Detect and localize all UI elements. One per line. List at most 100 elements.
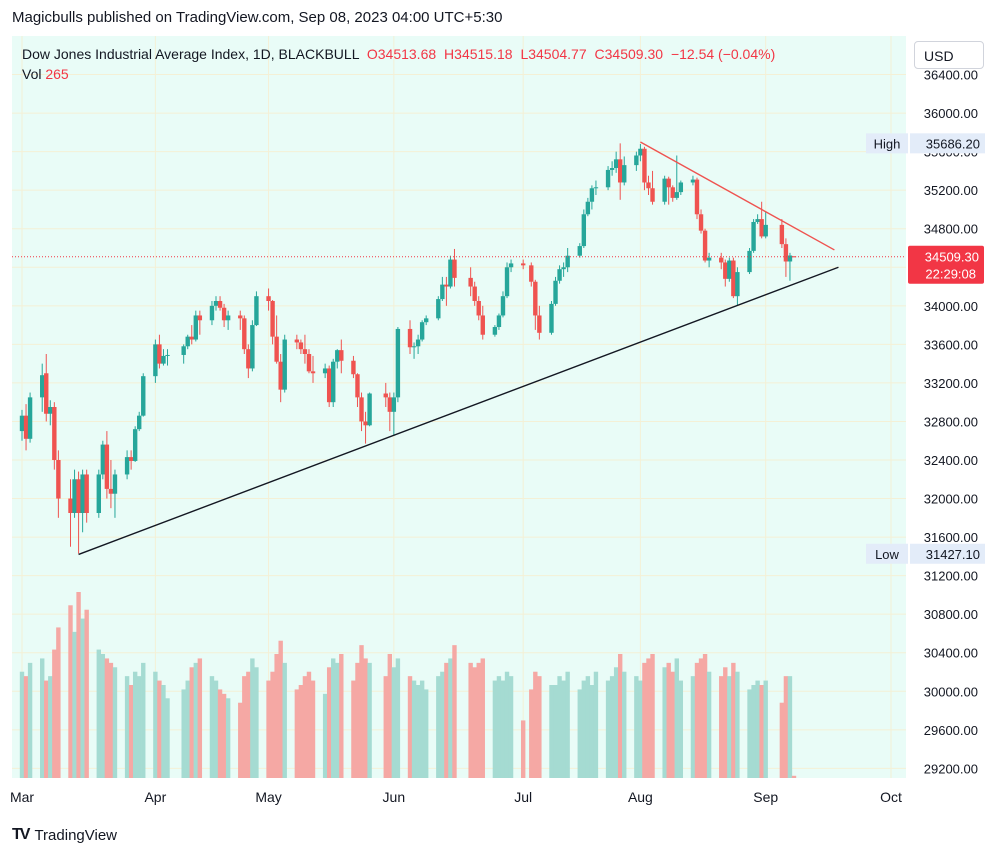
volume-bar <box>128 685 134 778</box>
candle-body <box>492 327 498 335</box>
volume-bar <box>549 685 554 778</box>
volume-bar <box>52 649 57 778</box>
volume-bar <box>492 680 498 778</box>
candle-body <box>270 301 275 337</box>
y-tick-label: 30000.00 <box>924 684 978 699</box>
volume-bar <box>609 676 615 778</box>
volume-bar <box>351 680 356 778</box>
candle-body <box>617 159 623 183</box>
volume-bar <box>634 676 639 778</box>
volume-bar <box>727 676 732 778</box>
currency-button[interactable]: USD <box>914 41 984 69</box>
volume-bar <box>209 676 215 778</box>
y-tick-label: 29200.00 <box>924 761 978 776</box>
volume-bar <box>108 662 114 778</box>
candle-body <box>581 214 587 247</box>
volume-bar <box>537 676 542 778</box>
volume-value: 265 <box>45 66 69 82</box>
candle-body <box>698 214 704 231</box>
candle-body <box>84 474 89 513</box>
candle-body <box>452 259 457 278</box>
volume-bar <box>613 667 619 778</box>
candle-body <box>363 421 368 426</box>
volume-bar <box>387 654 393 778</box>
volume-bar <box>411 680 417 778</box>
tradingview-logo-icon: TV <box>12 826 31 843</box>
y-tick-label: 32400.00 <box>924 453 978 468</box>
candle-body <box>44 373 49 414</box>
candle-body <box>335 350 340 362</box>
trendlines[interactable] <box>78 141 839 556</box>
volume-bar <box>444 662 449 778</box>
volume-bar <box>646 658 651 778</box>
candle-body <box>72 479 77 513</box>
candle-body <box>448 259 453 287</box>
volume-bar <box>44 680 49 778</box>
price-scale[interactable] <box>906 36 993 778</box>
volume-bar <box>278 640 283 778</box>
volume-bar <box>783 676 789 778</box>
volume-bar <box>306 671 312 778</box>
candle-body <box>468 277 473 287</box>
candle-body <box>367 393 372 426</box>
volume-bar <box>322 693 328 778</box>
volume-bar <box>193 662 198 778</box>
candle-body <box>650 188 655 202</box>
footer-brand[interactable]: TV TradingView <box>12 826 117 844</box>
volume-bar <box>27 662 33 778</box>
y-tick-label: 34800.00 <box>924 222 978 237</box>
chart-pane[interactable] <box>12 36 906 778</box>
candle-body <box>557 269 562 281</box>
volume-bar <box>181 689 186 778</box>
candle-body <box>719 257 724 263</box>
volume-bar <box>23 676 29 778</box>
volume-bar <box>650 654 655 778</box>
volume-bar <box>100 654 106 778</box>
candle-body <box>112 474 118 494</box>
candle-body <box>326 368 332 403</box>
volume-bars <box>19 592 797 778</box>
volume-bar <box>589 685 595 778</box>
volume-bar <box>638 680 643 778</box>
candle-body <box>577 246 582 256</box>
candle-body <box>274 336 279 362</box>
volume-bar <box>132 671 138 778</box>
candle-body <box>763 224 768 237</box>
volume-bar <box>137 676 142 778</box>
legend-change: −12.54 (−0.04%) <box>670 46 776 62</box>
candle-body <box>411 346 417 348</box>
candle-body <box>480 315 485 335</box>
candle-body <box>294 339 300 343</box>
volume-bar <box>217 689 223 778</box>
candle-body <box>209 305 215 321</box>
candle-body <box>213 301 219 306</box>
symbol-title[interactable]: Dow Jones Industrial Average Index, 1D, … <box>22 46 359 62</box>
candle-body <box>189 336 194 340</box>
candle-body <box>605 169 611 188</box>
price-tags: High 35686.20 Low 31427.10 34509.30 22:29:08 <box>12 133 985 564</box>
candle-body <box>282 339 287 390</box>
volume-bar <box>605 680 611 778</box>
candle-body <box>278 361 283 390</box>
volume-bar <box>468 662 473 778</box>
candle-body <box>351 360 356 375</box>
candle-body <box>565 255 570 268</box>
candle-body <box>783 244 789 262</box>
volume-bar <box>480 658 485 778</box>
candle-body <box>104 444 110 489</box>
volume-bar <box>719 676 724 778</box>
price-tag-name-bg <box>866 133 908 154</box>
volume-bar <box>496 676 502 778</box>
candle-body <box>181 346 186 355</box>
volume-bar <box>751 685 756 778</box>
volume-bar <box>529 689 534 778</box>
candle-body <box>751 221 756 251</box>
candle-body <box>302 349 308 354</box>
y-tick-label: 31600.00 <box>924 530 978 545</box>
candle-body <box>322 368 328 374</box>
y-tick-label: 34000.00 <box>924 299 978 314</box>
candle-body <box>755 219 760 222</box>
candle-body <box>76 479 81 513</box>
candle-body <box>735 272 740 297</box>
